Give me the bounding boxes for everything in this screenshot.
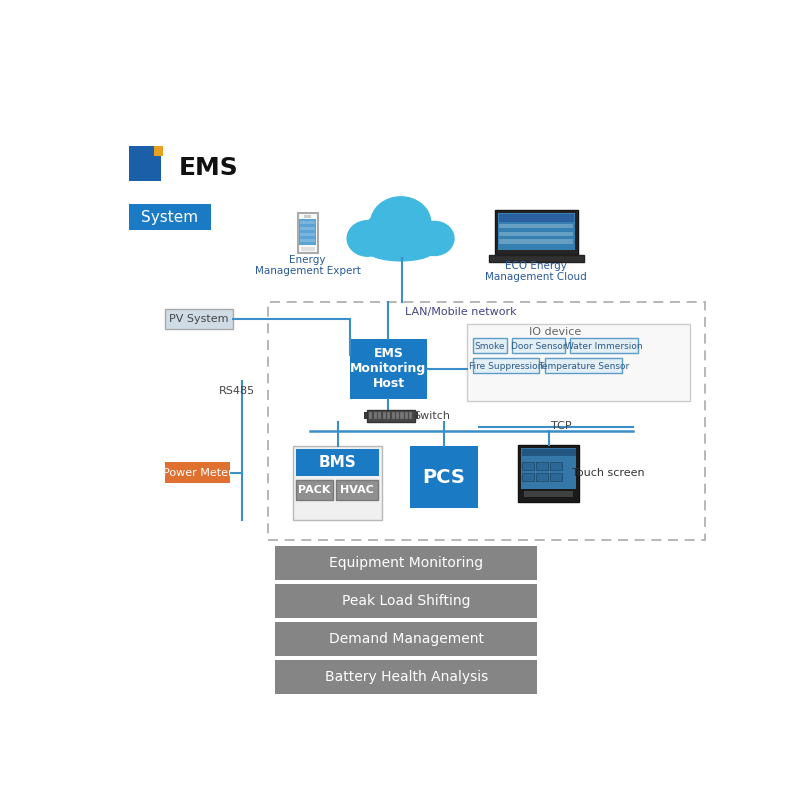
- Bar: [129, 146, 162, 182]
- Bar: [410, 446, 478, 508]
- Bar: [522, 449, 575, 456]
- Bar: [522, 473, 534, 481]
- Bar: [550, 473, 562, 481]
- Text: IO device: IO device: [530, 326, 582, 337]
- Bar: [165, 309, 233, 329]
- Bar: [401, 413, 403, 418]
- Bar: [550, 462, 562, 470]
- Bar: [350, 338, 427, 398]
- Bar: [165, 462, 230, 483]
- Bar: [378, 413, 382, 418]
- Bar: [364, 412, 367, 419]
- Text: Door Sensor: Door Sensor: [511, 342, 566, 350]
- Bar: [545, 358, 622, 373]
- Ellipse shape: [370, 196, 431, 250]
- Bar: [518, 445, 579, 502]
- Bar: [301, 247, 314, 250]
- Bar: [154, 146, 163, 156]
- Bar: [275, 584, 537, 618]
- Bar: [524, 491, 574, 497]
- Bar: [382, 413, 386, 418]
- Bar: [522, 462, 534, 470]
- Bar: [570, 338, 638, 353]
- Ellipse shape: [398, 216, 437, 250]
- Bar: [473, 358, 539, 373]
- Text: BMS: BMS: [318, 455, 357, 470]
- Bar: [300, 221, 315, 224]
- Bar: [391, 413, 394, 418]
- Text: Peak Load Shifting: Peak Load Shifting: [342, 594, 470, 608]
- Bar: [536, 473, 548, 481]
- Bar: [304, 214, 311, 218]
- Bar: [410, 413, 413, 418]
- Bar: [300, 233, 315, 236]
- Bar: [275, 546, 537, 580]
- Text: PCS: PCS: [422, 468, 466, 486]
- Text: Energy
Management Expert: Energy Management Expert: [254, 254, 361, 276]
- Text: Switch: Switch: [413, 411, 450, 421]
- Text: EMS: EMS: [179, 156, 238, 180]
- Bar: [267, 302, 705, 539]
- Bar: [300, 227, 315, 230]
- Bar: [129, 204, 211, 230]
- Text: Temperature Sensor: Temperature Sensor: [538, 362, 629, 370]
- Bar: [521, 448, 576, 490]
- Text: Battery Health Analysis: Battery Health Analysis: [325, 670, 488, 683]
- Text: Water Immersion: Water Immersion: [566, 342, 643, 350]
- Ellipse shape: [366, 238, 435, 262]
- Text: Demand Management: Demand Management: [329, 632, 484, 646]
- Bar: [414, 412, 418, 419]
- Bar: [498, 213, 574, 250]
- Bar: [473, 338, 507, 353]
- Bar: [293, 446, 382, 520]
- Bar: [494, 210, 578, 254]
- Text: PV System: PV System: [170, 314, 229, 323]
- Bar: [296, 450, 379, 476]
- Bar: [467, 324, 690, 401]
- Ellipse shape: [414, 221, 454, 256]
- Text: TCP: TCP: [551, 421, 572, 430]
- Bar: [275, 622, 537, 656]
- Bar: [396, 413, 399, 418]
- Text: Fire Suppression: Fire Suppression: [469, 362, 543, 370]
- Text: System: System: [141, 210, 198, 225]
- Bar: [499, 224, 574, 229]
- Text: Equipment Monitoring: Equipment Monitoring: [329, 556, 483, 570]
- Ellipse shape: [346, 220, 389, 257]
- Bar: [374, 413, 377, 418]
- Bar: [367, 410, 414, 422]
- Text: EMS
Monitoring
Host: EMS Monitoring Host: [350, 347, 426, 390]
- Text: Power Meter: Power Meter: [162, 467, 232, 478]
- Bar: [298, 213, 318, 253]
- Text: PACK: PACK: [298, 486, 330, 495]
- Bar: [499, 231, 574, 236]
- Bar: [369, 413, 372, 418]
- Text: RS485: RS485: [219, 386, 255, 396]
- Bar: [299, 219, 316, 246]
- Bar: [296, 480, 333, 500]
- Bar: [536, 462, 548, 470]
- Bar: [387, 413, 390, 418]
- Bar: [405, 413, 408, 418]
- Bar: [336, 480, 378, 500]
- Ellipse shape: [364, 214, 402, 248]
- Bar: [300, 239, 315, 242]
- Bar: [498, 214, 574, 222]
- Text: HVAC: HVAC: [340, 486, 374, 495]
- Bar: [499, 239, 574, 244]
- Bar: [275, 660, 537, 694]
- Text: ECO Energy
Management Cloud: ECO Energy Management Cloud: [486, 261, 587, 282]
- Text: LAN/Mobile network: LAN/Mobile network: [405, 306, 516, 317]
- Bar: [489, 254, 584, 262]
- Text: Touch screen: Touch screen: [572, 468, 645, 478]
- Text: Smoke: Smoke: [475, 342, 506, 350]
- Bar: [513, 338, 565, 353]
